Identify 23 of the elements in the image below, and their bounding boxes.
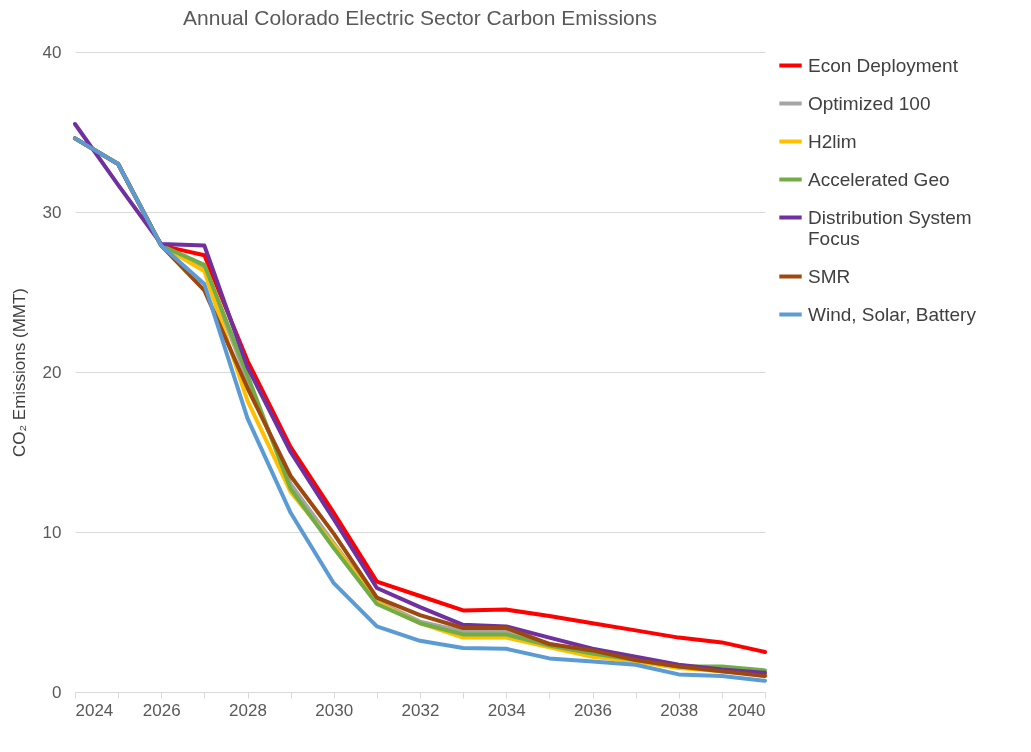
legend-label: Wind, Solar, Battery [808,303,977,325]
x-tick-label: 2028 [229,700,267,720]
x-tick-label: 2038 [660,700,699,720]
y-axis-title: CO₂ Emissions (MMT) [9,287,29,458]
y-tick-label: 30 [42,202,62,222]
legend-label: Accelerated Geo [808,168,950,190]
y-tick-label: 20 [42,362,62,382]
x-tick-label: 2034 [487,700,526,720]
x-tick-label: 2032 [401,700,440,720]
y-tick-label: 40 [42,42,62,62]
legend-label: Distribution System Focus [808,206,972,249]
legend-label: SMR [808,265,851,287]
x-tick-label: 2030 [315,700,354,720]
legend-label: Econ Deployment [808,54,959,76]
chart-title: Annual Colorado Electric Sector Carbon Emissions [183,6,657,29]
x-tick-label: 2040 [727,700,766,720]
y-tick-label: 10 [42,522,62,542]
x-tick-label: 2024 [75,700,114,720]
x-tick-label: 2036 [574,700,612,720]
legend-label: H2lim [808,130,857,152]
x-tick-label: 2026 [142,700,181,720]
y-tick-label: 0 [52,682,62,702]
legend-label: Optimized 100 [808,92,931,114]
